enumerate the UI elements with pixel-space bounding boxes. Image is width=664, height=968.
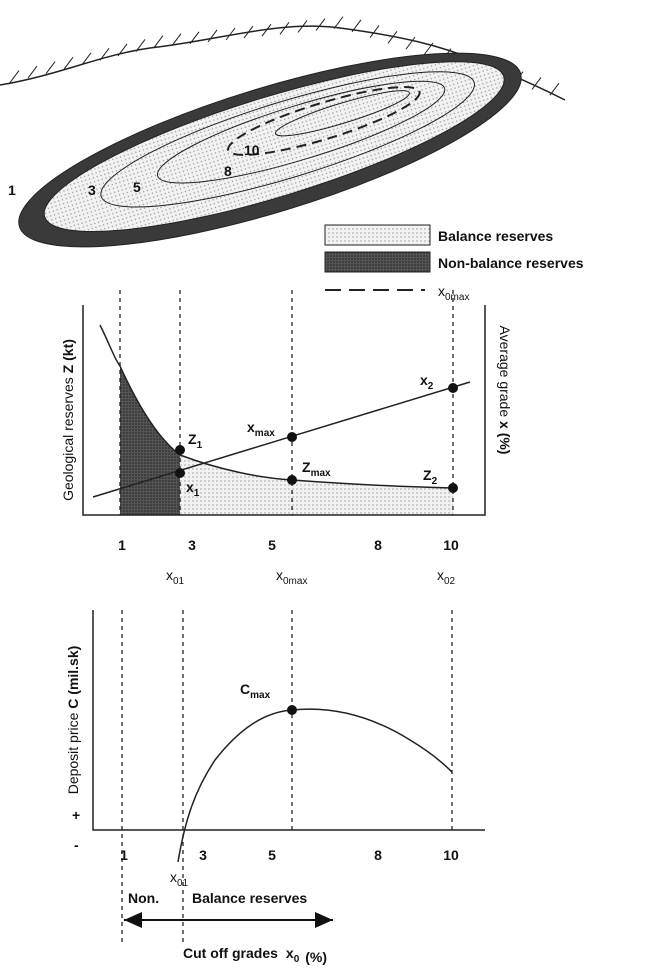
label-main: C: [240, 681, 250, 697]
point-label: Z1: [188, 431, 203, 451]
hatch-mark: [550, 83, 559, 95]
label-subscript: 0max: [445, 292, 469, 303]
tick-label: 8: [374, 847, 382, 863]
point-label: x0max: [276, 567, 307, 587]
tick-label: 10: [443, 847, 459, 863]
label-subscript: 01: [173, 576, 185, 587]
ore-body: [1, 14, 538, 286]
contour-label: 5: [133, 179, 141, 195]
y-axis-label: Geological reserves: [60, 377, 76, 501]
point-label: x01: [170, 869, 189, 889]
legend-swatch: [325, 252, 430, 272]
x-axis-label: x0: [286, 945, 300, 965]
label-main: x: [186, 479, 194, 495]
label-main: x: [437, 567, 444, 583]
contour-label: 10: [244, 142, 260, 158]
sign: +: [72, 807, 80, 823]
hatch-mark: [28, 66, 37, 78]
hatch-mark: [10, 71, 19, 83]
label-subscript: max: [250, 690, 270, 701]
y-axis-label: Z (kt): [60, 339, 76, 373]
label-main: x: [170, 869, 177, 885]
point: [287, 705, 297, 715]
x-axis-label: Cut off grades: [183, 945, 278, 961]
label-main: x: [247, 419, 255, 435]
label-subscript: 02: [444, 576, 456, 587]
hatch-mark: [208, 30, 217, 42]
point-label: Zmax: [302, 459, 331, 479]
price-curve: [178, 709, 452, 862]
tick-label: 8: [374, 537, 382, 553]
y-axis-label: Deposit price C (mil.sk): [65, 646, 81, 795]
legend-label: Balance reserves: [438, 228, 553, 244]
label-subscript: 2: [432, 476, 438, 487]
point-label: xmax: [247, 419, 275, 439]
legend-swatch: [325, 225, 430, 245]
hatch-mark: [370, 26, 379, 38]
point-label: x2: [420, 372, 434, 392]
non-balance-area: [120, 366, 180, 515]
label-main: x: [166, 567, 173, 583]
label-main: x: [438, 283, 445, 299]
hatch-mark: [334, 17, 343, 29]
y-axis-label: x (%): [497, 421, 513, 454]
label-subscript: 1: [194, 488, 200, 499]
tick-label: 10: [443, 537, 459, 553]
label-subscript: 0max: [283, 576, 307, 587]
label-subscript: 0: [294, 954, 300, 965]
hatch-mark: [316, 19, 325, 31]
label-main: x: [420, 372, 428, 388]
tick-label: 1: [118, 537, 126, 553]
point-label: x01: [166, 567, 185, 587]
y-axis-label: Average grade: [497, 326, 513, 418]
tick-label: 5: [268, 847, 276, 863]
contour-label: 3: [88, 182, 96, 198]
contour-label: 8: [224, 163, 232, 179]
point-label: Z2: [423, 467, 438, 487]
label-subscript: max: [255, 428, 275, 439]
region-label: Balance reserves: [192, 890, 307, 906]
point-label: Cmax: [240, 681, 271, 701]
x-axis-label: Cut off grades x0 (%): [183, 945, 327, 965]
y-axis-label: Geological reserves Z (kt): [60, 339, 76, 501]
sign: -: [74, 837, 79, 853]
x-axis-label: (%): [305, 949, 327, 965]
point-label: x02: [437, 567, 456, 587]
label-main: x: [276, 567, 283, 583]
legend-label: x0max: [438, 283, 469, 303]
y-axis-label: Deposit price: [65, 712, 81, 794]
axes: [93, 610, 485, 830]
tick-label: 5: [268, 537, 276, 553]
tick-label: 1: [120, 847, 128, 863]
y-axis-label: Average grade x (%): [497, 326, 513, 455]
label-subscript: max: [311, 468, 331, 479]
balance-area: [180, 455, 453, 515]
tick-label: 3: [199, 847, 207, 863]
diagram: 1 3 5 8 10 Balance reserves Non-balance …: [0, 0, 664, 968]
contour-label: 1: [8, 182, 16, 198]
label-subscript: 2: [428, 381, 434, 392]
region-label: Non.: [128, 890, 159, 906]
legend-label: Non-balance reserves: [438, 255, 584, 271]
tick-label: 3: [188, 537, 196, 553]
y-axis-label: C (mil.sk): [65, 646, 81, 709]
label-main: x: [286, 945, 294, 961]
label-subscript: 1: [197, 440, 203, 451]
label-subscript: 01: [177, 878, 189, 889]
